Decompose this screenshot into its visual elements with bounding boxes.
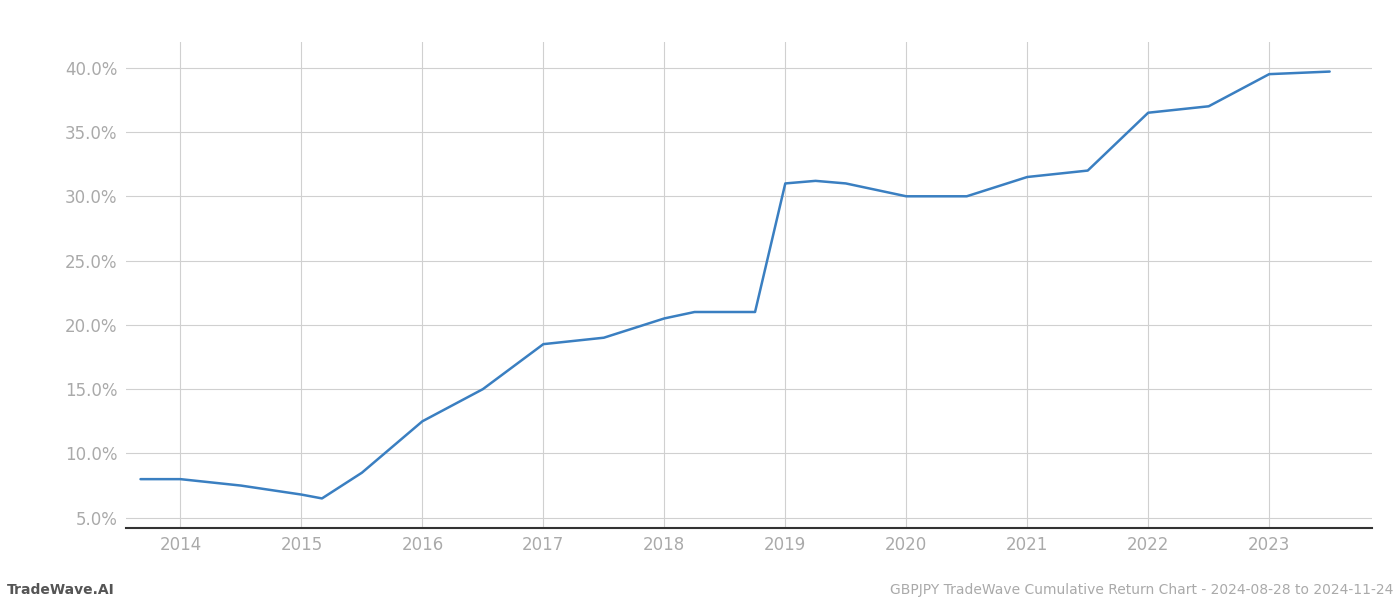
Text: TradeWave.AI: TradeWave.AI	[7, 583, 115, 597]
Text: GBPJPY TradeWave Cumulative Return Chart - 2024-08-28 to 2024-11-24: GBPJPY TradeWave Cumulative Return Chart…	[889, 583, 1393, 597]
